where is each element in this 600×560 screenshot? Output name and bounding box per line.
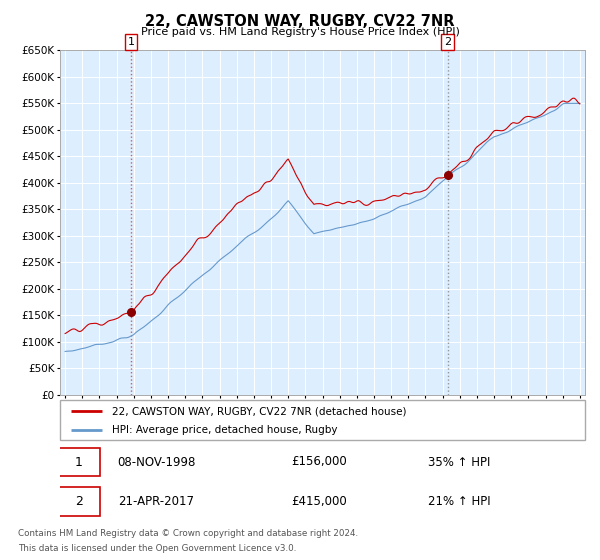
Text: 22, CAWSTON WAY, RUGBY, CV22 7NR: 22, CAWSTON WAY, RUGBY, CV22 7NR bbox=[145, 14, 455, 29]
FancyBboxPatch shape bbox=[58, 447, 100, 477]
FancyBboxPatch shape bbox=[58, 487, 100, 516]
Text: 1: 1 bbox=[75, 455, 83, 469]
Text: This data is licensed under the Open Government Licence v3.0.: This data is licensed under the Open Gov… bbox=[18, 544, 296, 553]
Text: 2: 2 bbox=[444, 37, 451, 47]
Text: HPI: Average price, detached house, Rugby: HPI: Average price, detached house, Rugb… bbox=[113, 425, 338, 435]
Text: Price paid vs. HM Land Registry's House Price Index (HPI): Price paid vs. HM Land Registry's House … bbox=[140, 27, 460, 37]
Text: £156,000: £156,000 bbox=[291, 455, 347, 469]
Text: Contains HM Land Registry data © Crown copyright and database right 2024.: Contains HM Land Registry data © Crown c… bbox=[18, 529, 358, 538]
Text: 22, CAWSTON WAY, RUGBY, CV22 7NR (detached house): 22, CAWSTON WAY, RUGBY, CV22 7NR (detach… bbox=[113, 407, 407, 417]
Text: 21% ↑ HPI: 21% ↑ HPI bbox=[427, 494, 490, 508]
Text: 35% ↑ HPI: 35% ↑ HPI bbox=[427, 455, 490, 469]
Text: 08-NOV-1998: 08-NOV-1998 bbox=[118, 455, 196, 469]
Text: £415,000: £415,000 bbox=[291, 494, 347, 508]
Text: 2: 2 bbox=[75, 494, 83, 508]
Text: 21-APR-2017: 21-APR-2017 bbox=[118, 494, 194, 508]
Text: 1: 1 bbox=[128, 37, 135, 47]
